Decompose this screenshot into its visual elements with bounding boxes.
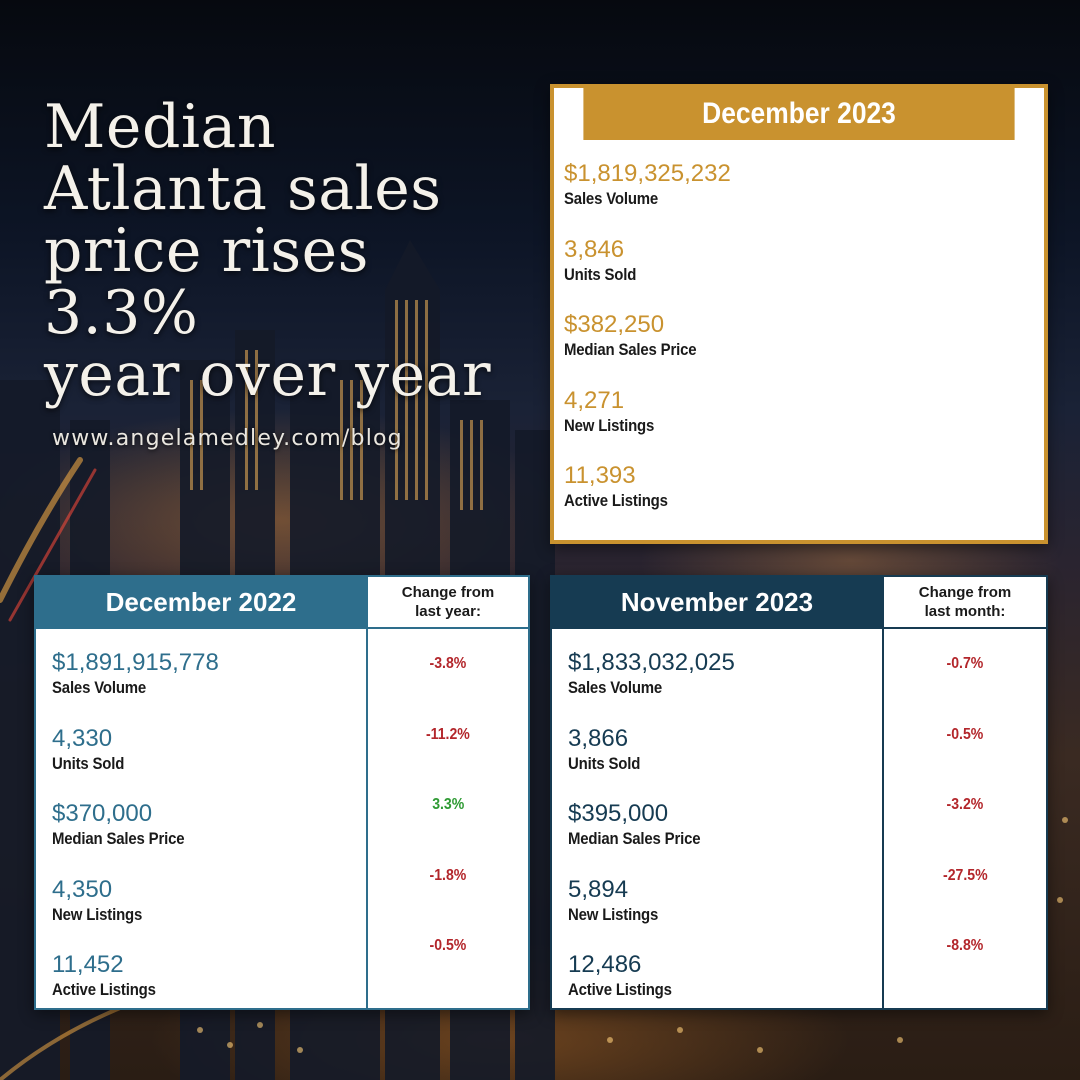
stat-value: 3,846 [564, 235, 625, 263]
stat-value: $1,819,325,232 [564, 160, 731, 187]
stat-label: Sales Volume [52, 678, 147, 697]
stat-label: Active Listings [52, 980, 156, 999]
stat-label: Units Sold [564, 264, 637, 284]
change-units-sold: -11.2% [426, 725, 470, 743]
change-active-listings: -0.5% [429, 937, 467, 955]
stat-value: 11,393 [564, 462, 636, 489]
change-active-listings: -8.8% [946, 937, 984, 955]
headline-line-3: price rises 3.3% [44, 216, 369, 348]
stat-label: Active Listings [568, 980, 672, 999]
stat-value: $1,891,915,778 [52, 649, 219, 676]
stat-median-sales-price: $382,250 Median Sales Price [564, 311, 1044, 387]
stat-sales-volume: $1,833,032,025 Sales Volume [568, 649, 882, 725]
stat-label: Units Sold [52, 753, 125, 773]
stat-value: 11,452 [52, 951, 124, 978]
stat-active-listings: 11,393 Active Listings [564, 462, 1044, 538]
stat-label: Median Sales Price [52, 829, 185, 848]
headline-line-2: Atlanta sales [44, 154, 442, 224]
stat-median-sales-price: $395,000 Median Sales Price [568, 800, 882, 876]
stat-new-listings: 4,350 New Listings [52, 876, 366, 952]
stat-value: $395,000 [568, 800, 669, 827]
stat-label: New Listings [52, 904, 143, 924]
stat-value: $370,000 [52, 800, 153, 827]
stat-label: New Listings [568, 904, 659, 924]
headline: Median Atlanta sales price rises 3.3% ye… [44, 96, 534, 406]
stat-label: Units Sold [568, 753, 641, 773]
stat-median-sales-price: $370,000 Median Sales Price [52, 800, 366, 876]
december-2023-card: December 2023 $1,819,325,232 Sales Volum… [550, 84, 1048, 544]
stat-label: New Listings [564, 415, 655, 435]
change-header-line-2: last month: [924, 603, 1006, 620]
change-header: Change from last month: [882, 577, 1046, 627]
card-title: November 2023 [552, 577, 882, 627]
change-header-line-1: Change from [401, 584, 495, 601]
stat-label: Sales Volume [568, 678, 663, 697]
stat-sales-volume: $1,891,915,778 Sales Volume [52, 649, 366, 725]
stat-new-listings: 4,271 New Listings [564, 387, 1044, 463]
stat-label: Active Listings [564, 491, 668, 510]
stat-units-sold: 4,330 Units Sold [52, 725, 366, 801]
stat-value: 4,350 [52, 875, 113, 903]
stat-value: 3,866 [568, 724, 629, 752]
december-2022-card: December 2022 Change from last year: $1,… [34, 575, 530, 1010]
change-median-sales-price: -3.2% [946, 796, 984, 814]
change-median-sales-price: 3.3% [431, 796, 465, 814]
change-header-line-1: Change from [918, 584, 1012, 601]
stat-units-sold: 3,846 Units Sold [564, 236, 1044, 312]
stat-active-listings: 12,486 Active Listings [568, 951, 882, 1027]
stat-label: Median Sales Price [564, 340, 697, 359]
stat-active-listings: 11,452 Active Listings [52, 951, 366, 1027]
stat-value: $1,833,032,025 [568, 649, 735, 676]
stat-units-sold: 3,866 Units Sold [568, 725, 882, 801]
card-title: December 2022 [36, 577, 366, 627]
stat-value: 5,894 [568, 875, 629, 903]
card-title: December 2023 [583, 88, 1015, 140]
stat-new-listings: 5,894 New Listings [568, 876, 882, 952]
headline-line-4: year over year [44, 340, 492, 410]
stat-value: 4,330 [52, 724, 113, 752]
change-header-line-2: last year: [415, 603, 481, 620]
change-sales-volume: -3.8% [429, 655, 467, 672]
stat-label: Sales Volume [564, 189, 659, 208]
change-sales-volume: -0.7% [946, 655, 984, 672]
stat-value: 4,271 [564, 386, 625, 414]
headline-line-1: Median [44, 92, 276, 162]
stat-label: Median Sales Price [568, 829, 701, 848]
stat-value: 12,486 [568, 951, 642, 978]
change-new-listings: -27.5% [942, 866, 988, 884]
change-header: Change from last year: [366, 577, 528, 627]
stat-value: $382,250 [564, 311, 665, 338]
website-url: www.angelamedley.com/blog [52, 426, 403, 451]
november-2023-card: November 2023 Change from last month: $1… [550, 575, 1048, 1010]
change-new-listings: -1.8% [429, 866, 467, 884]
change-units-sold: -0.5% [946, 725, 984, 743]
stat-sales-volume: $1,819,325,232 Sales Volume [564, 160, 1044, 236]
